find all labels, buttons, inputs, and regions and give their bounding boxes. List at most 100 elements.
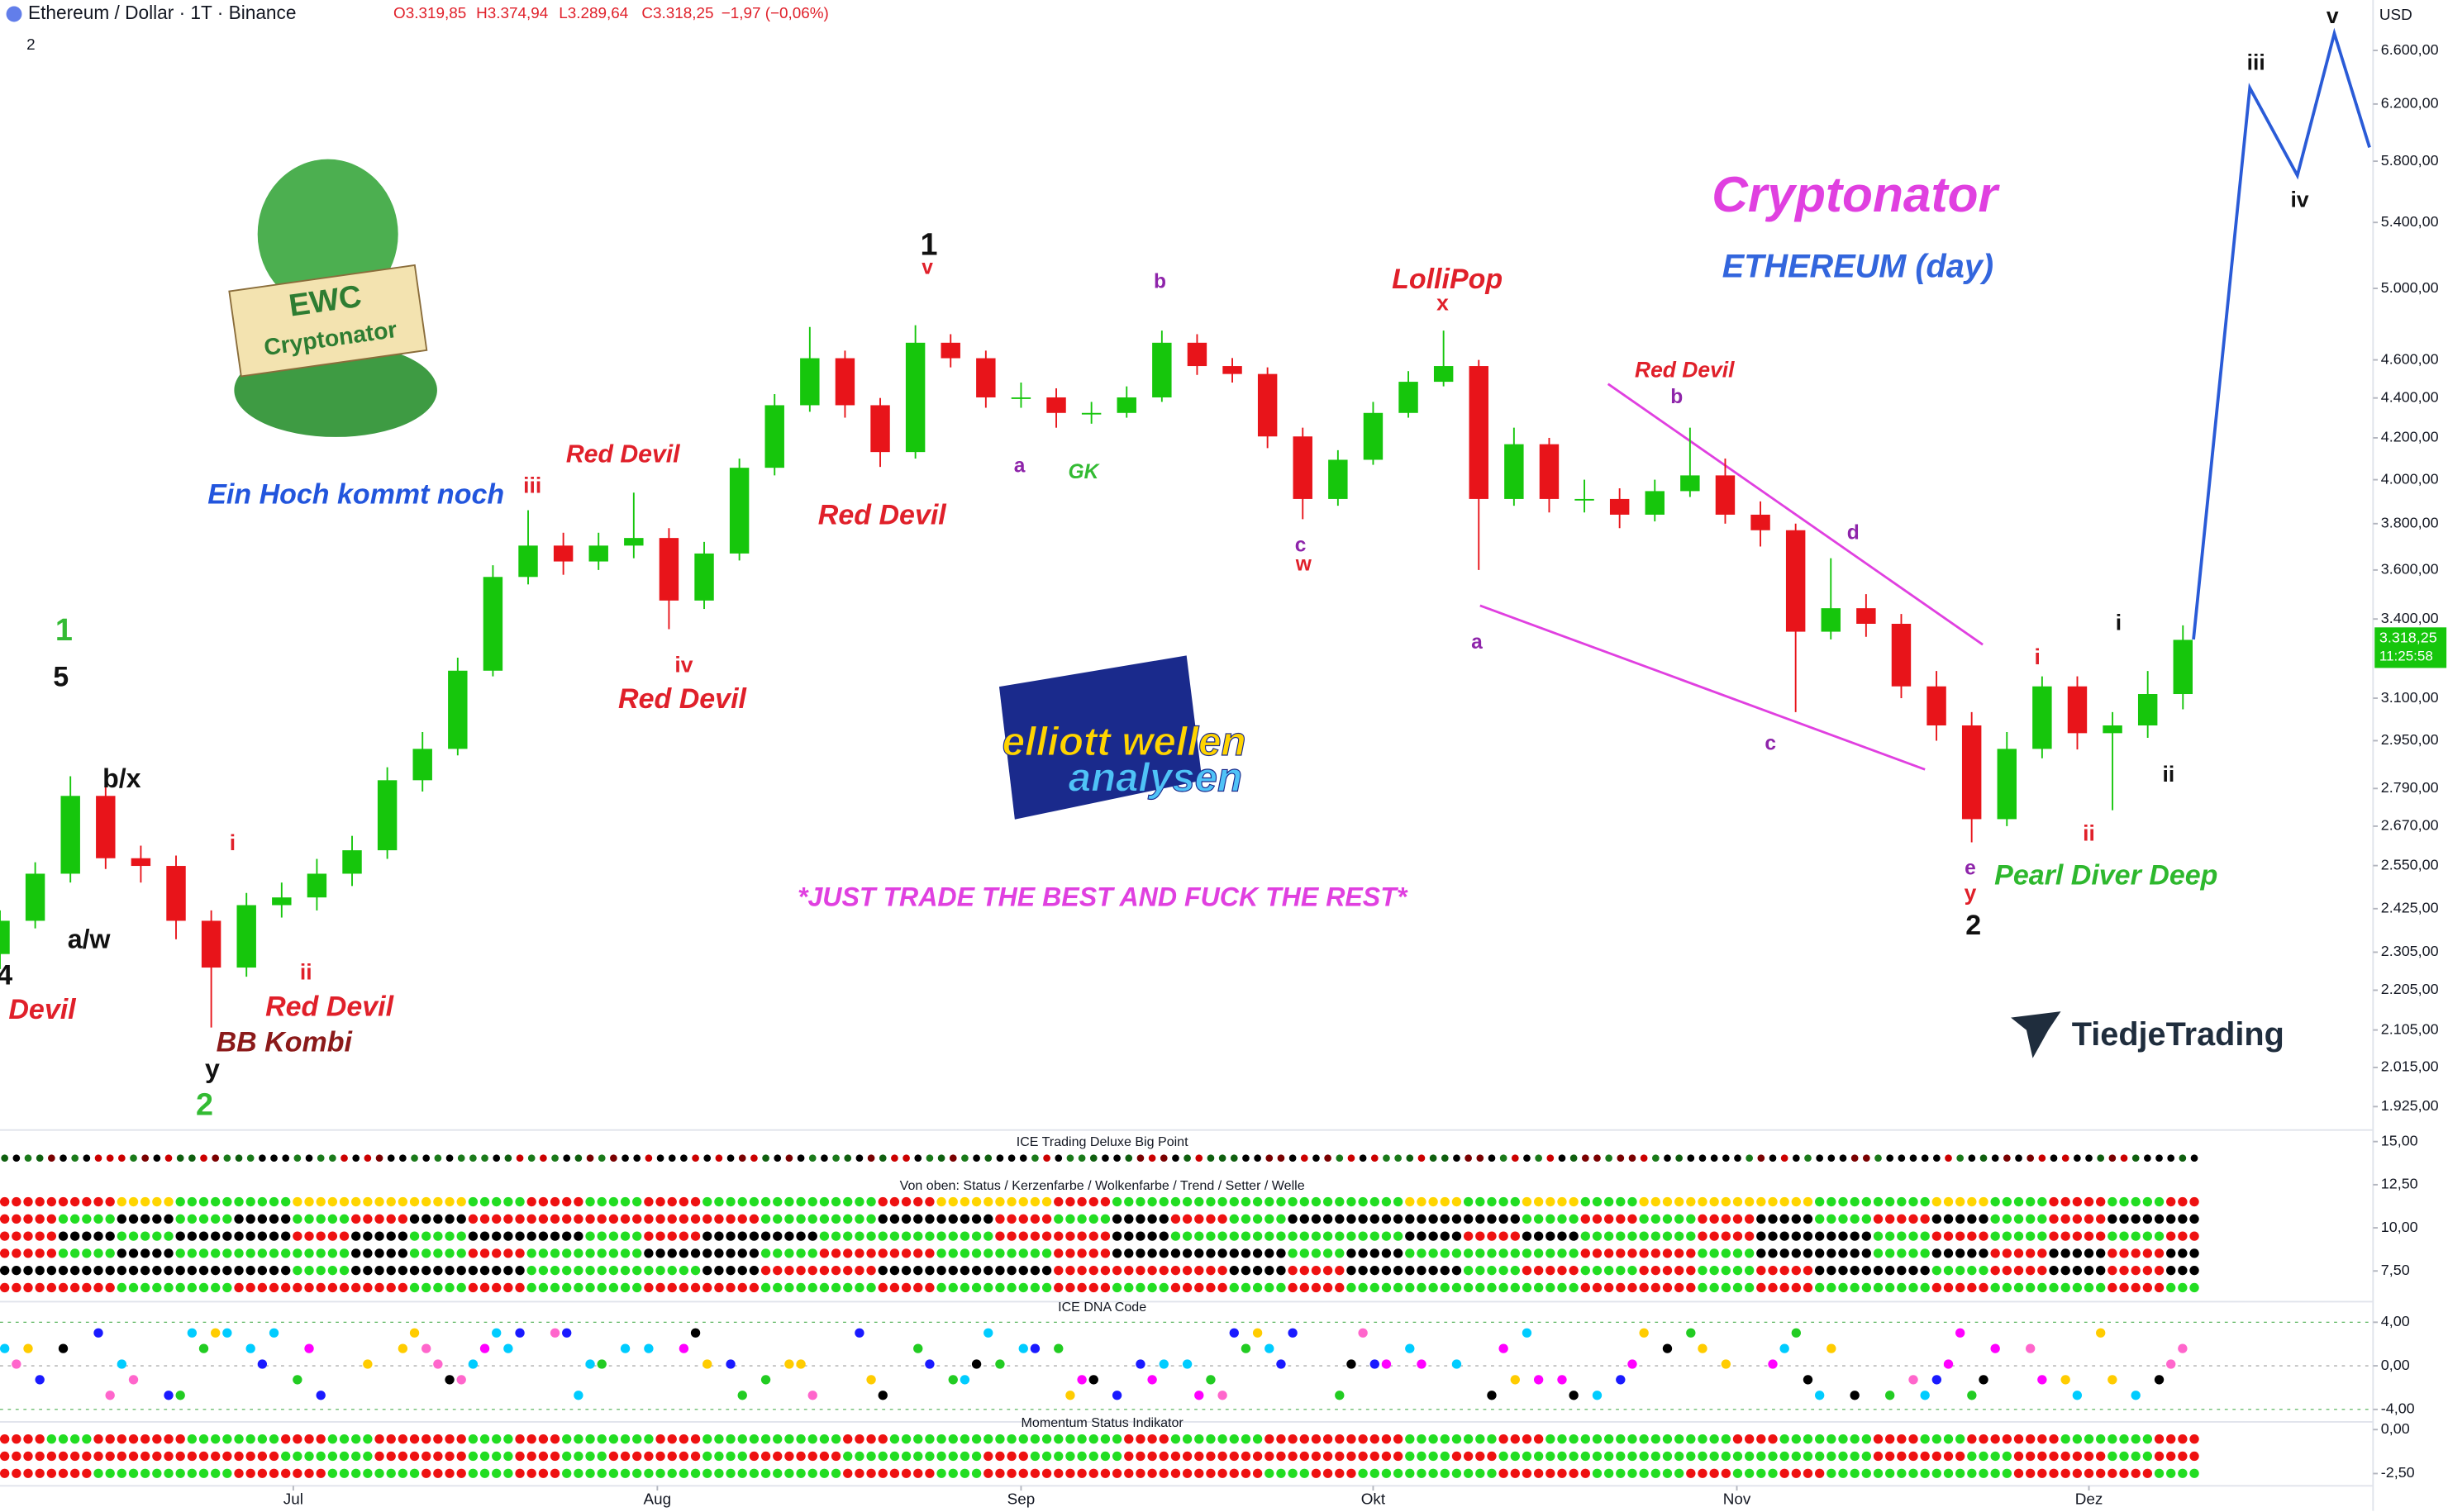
- indicator-dot: [503, 1282, 513, 1293]
- dna-dot: [760, 1375, 771, 1385]
- momentum-dot: [327, 1468, 338, 1478]
- indicator-dot: [1451, 1266, 1462, 1276]
- indicator-dot: [1077, 1231, 1087, 1241]
- indicator-dot: [234, 1214, 244, 1224]
- indicator-dot: [1545, 1266, 1555, 1276]
- dna-dot: [468, 1359, 479, 1369]
- indicator-dot: [398, 1248, 408, 1258]
- momentum-dot: [128, 1451, 139, 1462]
- y-tick-label: 2.790,00: [2381, 779, 2439, 796]
- dna-dot: [550, 1328, 560, 1338]
- indicator-subtitle: Von oben: Status / Kerzenfarbe / Wolkenf…: [900, 1178, 1305, 1193]
- indicator-dot: [2084, 1266, 2094, 1276]
- indicator-dot: [925, 1248, 935, 1258]
- candle-body: [1961, 725, 1982, 820]
- indicator-dot: [2013, 1231, 2024, 1241]
- indicator-dot: [1838, 1266, 1848, 1276]
- wave-label: 5: [53, 662, 69, 693]
- indicator-dot: [1018, 1248, 1028, 1258]
- momentum-dot: [269, 1468, 279, 1478]
- indicator-dot: [1873, 1214, 1884, 1224]
- indicator-dot: [398, 1214, 408, 1224]
- momentum-dot: [831, 1451, 841, 1462]
- momentum-dot: [597, 1468, 607, 1478]
- indicator-dot: [281, 1266, 291, 1276]
- momentum-dot: [1417, 1434, 1426, 1444]
- indicator-dot: [1358, 1266, 1368, 1276]
- indicator-dot: [1826, 1248, 1836, 1258]
- wave-label: iv: [674, 653, 693, 678]
- momentum-dot: [655, 1434, 665, 1444]
- momentum-dot: [1206, 1451, 1216, 1462]
- momentum-dot: [1510, 1434, 1520, 1444]
- indicator-dot: [1429, 1154, 1437, 1163]
- indicator-dot: [1627, 1214, 1637, 1224]
- momentum-dot: [1510, 1451, 1520, 1462]
- indicator-dot: [749, 1282, 760, 1293]
- momentum-dot: [1627, 1451, 1637, 1462]
- indicator-dot: [2178, 1214, 2188, 1224]
- indicator-dot: [421, 1282, 431, 1293]
- dna-dot: [1112, 1391, 1122, 1400]
- momentum-dot: [1475, 1434, 1485, 1444]
- indicator-dot: [1417, 1266, 1426, 1276]
- momentum-dot: [983, 1468, 993, 1478]
- indicator-dot: [433, 1266, 443, 1276]
- momentum-dot: [913, 1468, 923, 1478]
- indicator-dot: [2155, 1154, 2163, 1163]
- indicator-dot: [831, 1248, 841, 1258]
- momentum-dot: [1979, 1468, 1988, 1478]
- indicator-dot: [1990, 1231, 2000, 1241]
- momentum-dot: [679, 1451, 689, 1462]
- momentum-dot: [456, 1434, 466, 1444]
- indicator-dot: [1241, 1196, 1251, 1207]
- momentum-dot: [175, 1451, 185, 1462]
- momentum-dot: [1369, 1434, 1379, 1444]
- momentum-dot: [773, 1451, 783, 1462]
- collapse-toggle[interactable]: 2: [26, 36, 36, 54]
- momentum-dot: [2142, 1434, 2153, 1444]
- indicator-dot: [562, 1282, 572, 1293]
- indicator-dot: [1007, 1282, 1017, 1293]
- indicator-dot: [551, 1154, 559, 1163]
- indicator-dot: [164, 1282, 174, 1293]
- momentum-dot: [35, 1451, 45, 1462]
- indicator-dot: [598, 1154, 606, 1163]
- indicator-dot: [1229, 1248, 1239, 1258]
- indicator-dot: [550, 1248, 560, 1258]
- momentum-dot: [1779, 1468, 1789, 1478]
- momentum-dot: [1358, 1451, 1368, 1462]
- indicator-dot: [1393, 1248, 1403, 1258]
- indicator-dot: [46, 1214, 57, 1224]
- indicator-dot: [1241, 1214, 1251, 1224]
- indicator-dot: [1065, 1214, 1075, 1224]
- indicator-dot: [702, 1282, 712, 1293]
- momentum-dot: [374, 1468, 384, 1478]
- dna-dot: [187, 1328, 198, 1338]
- plot: 6.600,006.200,005.800,005.400,005.000,00…: [0, 3, 2447, 1508]
- momentum-dot: [140, 1451, 150, 1462]
- indicator-dot: [574, 1196, 583, 1207]
- indicator-dot: [1873, 1231, 1884, 1241]
- momentum-dot: [1920, 1451, 1930, 1462]
- indicator-dot: [1369, 1248, 1379, 1258]
- indicator-dot: [1440, 1196, 1450, 1207]
- candle-body: [2173, 640, 2193, 695]
- momentum-dot: [1943, 1451, 1954, 1462]
- momentum-dot: [1252, 1434, 1263, 1444]
- momentum-dot: [1136, 1451, 1145, 1462]
- momentum-dot: [1475, 1451, 1485, 1462]
- momentum-dot: [23, 1434, 33, 1444]
- indicator-dot: [1511, 1154, 1519, 1163]
- currency[interactable]: USD: [2379, 7, 2412, 24]
- indicator-dot: [269, 1231, 279, 1241]
- indicator-dot: [1533, 1282, 1544, 1293]
- indicator-dot: [891, 1154, 898, 1163]
- momentum-dot: [409, 1468, 420, 1478]
- momentum-dot: [386, 1451, 396, 1462]
- dna-dot: [1627, 1359, 1637, 1369]
- x-tick-label: Okt: [1361, 1491, 1386, 1508]
- indicator-dot: [327, 1196, 338, 1207]
- indicator-dot: [2189, 1266, 2199, 1276]
- indicator-dot: [1861, 1231, 1872, 1241]
